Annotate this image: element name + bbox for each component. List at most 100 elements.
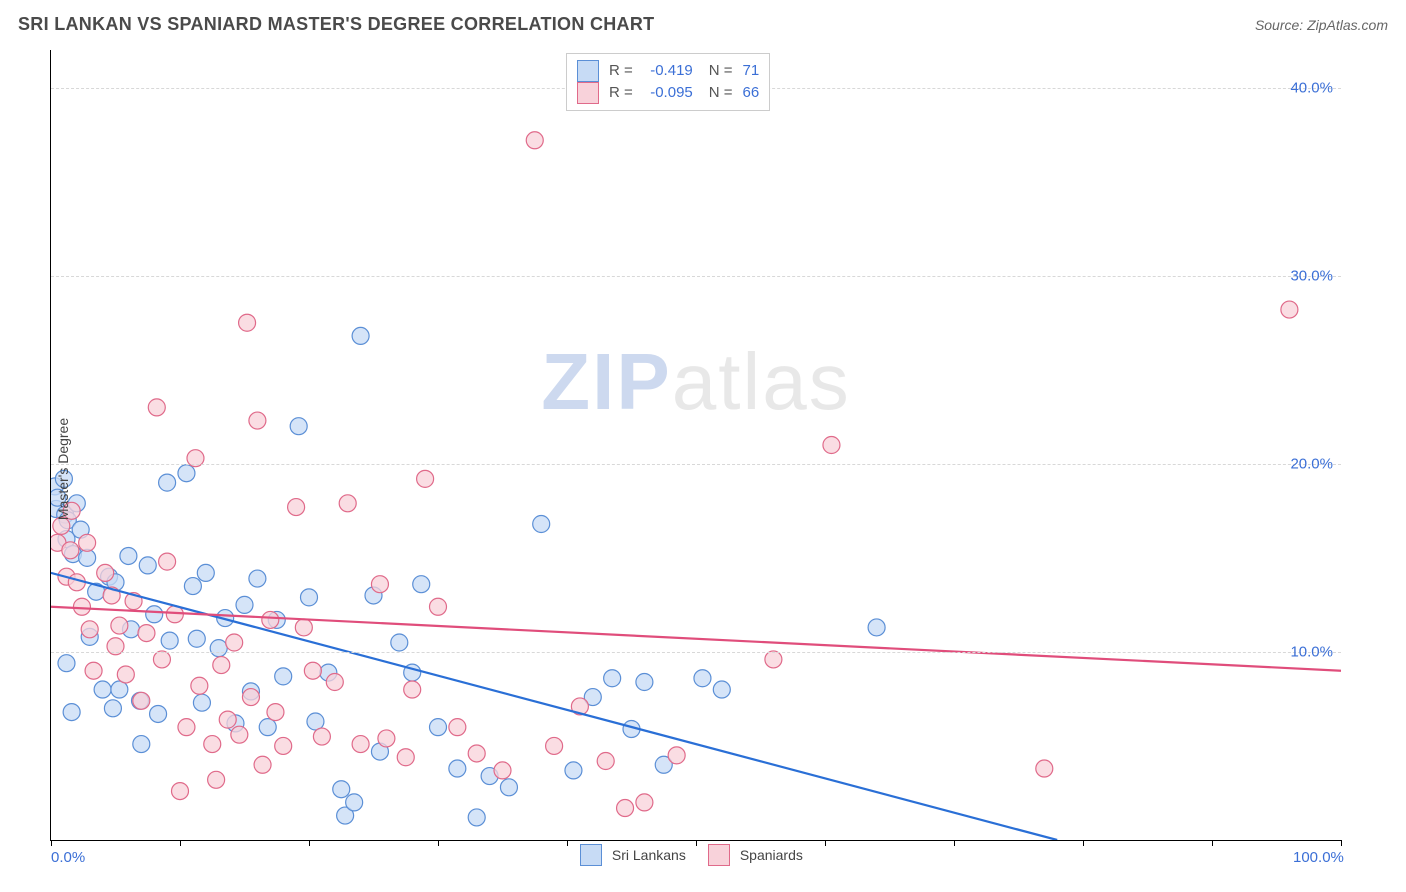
data-point xyxy=(275,737,292,754)
data-point xyxy=(413,576,430,593)
data-point xyxy=(290,418,307,435)
data-point xyxy=(79,534,96,551)
data-point xyxy=(275,668,292,685)
data-point xyxy=(430,719,447,736)
data-point xyxy=(213,657,230,674)
data-point xyxy=(391,634,408,651)
data-point xyxy=(172,783,189,800)
data-point xyxy=(111,617,128,634)
data-point xyxy=(326,674,343,691)
data-point xyxy=(259,719,276,736)
data-point xyxy=(417,470,434,487)
legend-swatch xyxy=(580,844,602,866)
data-point xyxy=(120,547,137,564)
data-point xyxy=(378,730,395,747)
stat-n-value: 66 xyxy=(743,82,760,104)
trend-line xyxy=(51,607,1341,671)
gridline xyxy=(51,276,1341,277)
data-point xyxy=(219,711,236,728)
data-point xyxy=(617,800,634,817)
stat-n-label: N = xyxy=(709,60,733,82)
data-point xyxy=(226,634,243,651)
data-point xyxy=(397,749,414,766)
data-point xyxy=(239,314,256,331)
data-point xyxy=(262,611,279,628)
data-point xyxy=(104,700,121,717)
data-point xyxy=(62,542,79,559)
data-point xyxy=(765,651,782,668)
x-tick-mark xyxy=(1083,840,1084,846)
x-tick-label: 100.0% xyxy=(1293,849,1344,866)
data-point xyxy=(153,651,170,668)
data-point xyxy=(597,753,614,770)
data-point xyxy=(565,762,582,779)
data-point xyxy=(694,670,711,687)
legend-swatch xyxy=(708,844,730,866)
gridline xyxy=(51,652,1341,653)
data-point xyxy=(231,726,248,743)
data-point xyxy=(449,719,466,736)
data-point xyxy=(249,570,266,587)
data-point xyxy=(1281,301,1298,318)
data-point xyxy=(494,762,511,779)
stats-row: R =-0.419N =71 xyxy=(577,60,759,82)
data-point xyxy=(254,756,271,773)
x-tick-mark xyxy=(567,840,568,846)
data-point xyxy=(188,630,205,647)
data-point xyxy=(58,655,75,672)
data-point xyxy=(242,689,259,706)
stat-r-value: -0.419 xyxy=(639,60,693,82)
legend-label: Spaniards xyxy=(740,847,803,863)
data-point xyxy=(191,677,208,694)
y-tick-label: 30.0% xyxy=(1290,267,1333,284)
data-point xyxy=(161,632,178,649)
data-point xyxy=(133,736,150,753)
x-tick-label: 0.0% xyxy=(51,849,85,866)
x-tick-mark xyxy=(309,840,310,846)
data-point xyxy=(150,705,167,722)
data-point xyxy=(526,132,543,149)
data-point xyxy=(636,794,653,811)
series-legend: Sri Lankans Spaniards xyxy=(580,844,803,866)
data-point xyxy=(1036,760,1053,777)
data-point xyxy=(178,719,195,736)
data-point xyxy=(94,681,111,698)
data-point xyxy=(146,606,163,623)
legend-swatch xyxy=(577,82,599,104)
x-tick-mark xyxy=(51,840,52,846)
x-tick-mark xyxy=(1212,840,1213,846)
data-point xyxy=(117,666,134,683)
data-point xyxy=(604,670,621,687)
data-point xyxy=(111,681,128,698)
data-point xyxy=(546,737,563,754)
data-point xyxy=(371,576,388,593)
x-tick-mark xyxy=(438,840,439,846)
data-point xyxy=(468,745,485,762)
data-point xyxy=(267,704,284,721)
stat-n-label: N = xyxy=(709,82,733,104)
stat-r-label: R = xyxy=(609,82,633,104)
data-point xyxy=(533,516,550,533)
legend-item: Sri Lankans xyxy=(580,844,686,866)
data-point xyxy=(449,760,466,777)
data-point xyxy=(249,412,266,429)
data-point xyxy=(313,728,330,745)
data-point xyxy=(208,771,225,788)
data-point xyxy=(184,578,201,595)
data-point xyxy=(307,713,324,730)
stat-r-value: -0.095 xyxy=(639,82,693,104)
x-tick-mark xyxy=(825,840,826,846)
data-point xyxy=(73,598,90,615)
data-point xyxy=(500,779,517,796)
plot-area: ZIPatlas 10.0%20.0%30.0%40.0%0.0%100.0%R… xyxy=(50,50,1341,841)
x-tick-mark xyxy=(180,840,181,846)
chart-source: Source: ZipAtlas.com xyxy=(1255,17,1388,33)
data-point xyxy=(197,564,214,581)
x-tick-mark xyxy=(1341,840,1342,846)
data-point xyxy=(868,619,885,636)
x-tick-mark xyxy=(954,840,955,846)
data-point xyxy=(468,809,485,826)
stat-n-value: 71 xyxy=(743,60,760,82)
data-point xyxy=(668,747,685,764)
data-point xyxy=(339,495,356,512)
